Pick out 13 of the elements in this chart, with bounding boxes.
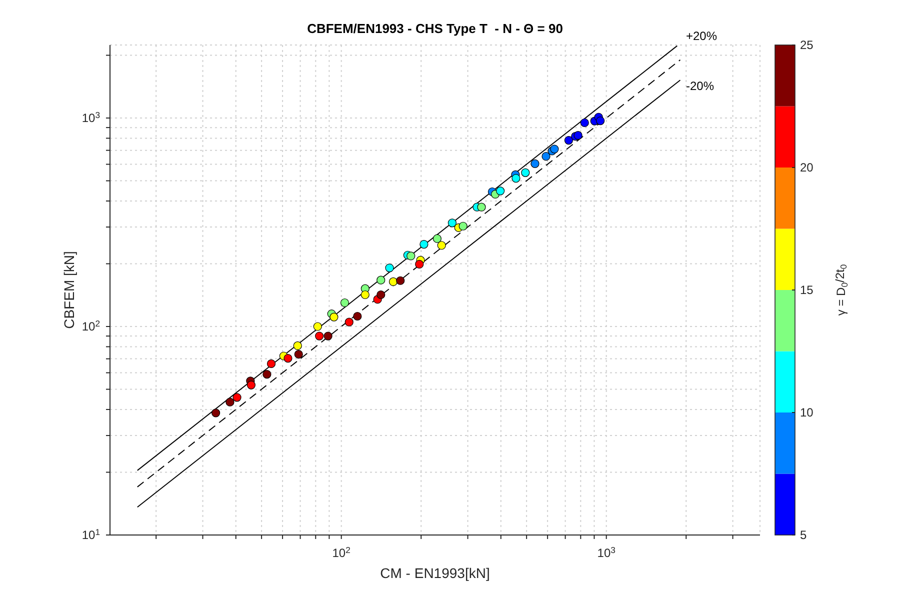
y-axis-title: CBFEM [kN] xyxy=(61,251,77,329)
x-axis-title: CM - EN1993[kN] xyxy=(380,565,490,581)
y-tick-label: 10$^{1}$ xyxy=(82,527,100,542)
color-bar-label: 10 xyxy=(800,406,814,420)
annotation: -20% xyxy=(686,79,714,93)
color-bar-label: 20 xyxy=(800,160,814,174)
text: +20% xyxy=(686,29,718,43)
color-bar-label: 5 xyxy=(800,528,807,542)
chart-title: CBFEM/EN1993 - CHS Type T - N - Θ = 90 xyxy=(307,21,563,36)
color-bar-label: 25 xyxy=(800,38,814,52)
y-tick-label: 10$^{2}$ xyxy=(82,318,100,334)
y-tick-label: 10$^{3}$ xyxy=(82,110,100,126)
color-bar-label: 15 xyxy=(800,283,814,297)
